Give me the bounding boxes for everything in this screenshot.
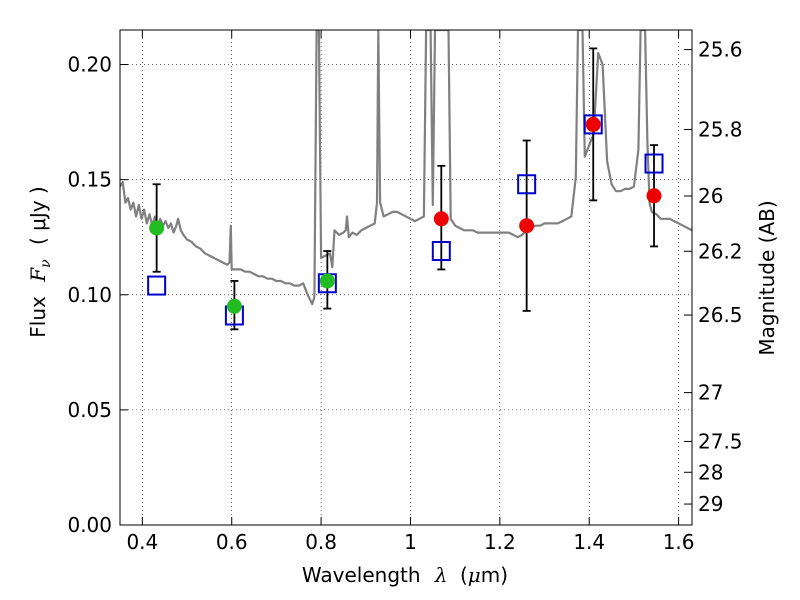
model-photometry-point-5 — [583, 114, 603, 135]
x-axis-label-unit-mu: μ — [468, 563, 481, 587]
y2-tick-label-2: 26 — [698, 184, 723, 208]
model-spectrum-group — [120, 30, 692, 306]
model-spectrum-line — [120, 30, 692, 306]
x-tick-label-0: 0.4 — [126, 530, 158, 554]
y-tick-label-0: 0.00 — [67, 513, 112, 537]
y-tick-label-2: 0.10 — [67, 283, 112, 307]
y-tick-label-4: 0.20 — [67, 53, 112, 77]
x-tick-label-2: 0.8 — [305, 530, 337, 554]
model-photometry-point-0 — [147, 275, 167, 296]
x-tick-label-5: 1.4 — [573, 530, 605, 554]
y2-tick-label-4: 26.5 — [698, 303, 743, 327]
y2-tick-label-3: 26.2 — [698, 239, 743, 263]
y2-axis-label: Magnitude (AB) — [755, 200, 779, 355]
x-axis-label-unit-open: ( — [460, 563, 468, 587]
optical-photometry-point-1 — [226, 298, 242, 314]
nir-photometry-point-1 — [519, 218, 535, 234]
optical-photometry-point-0 — [149, 220, 165, 236]
optical-photometry-point-2 — [319, 273, 335, 289]
x-tick-label-6: 1.6 — [663, 530, 695, 554]
y-axis-label-symbol: F — [26, 267, 50, 283]
x-axis-label-symbol: λ — [434, 563, 448, 587]
y2-tick-label-1: 25.8 — [698, 117, 743, 141]
y2-tick-label-0: 25.6 — [698, 38, 743, 62]
y2-axis-ticks: 25.6 25.8 26 26.2 26.5 27 27.5 28 29 — [684, 38, 743, 516]
x-axis-label-prefix: Wavelength — [302, 563, 421, 587]
y-axis-ticks: 0.00 0.05 0.10 0.15 0.20 — [67, 53, 128, 537]
x-tick-label-3: 1 — [404, 530, 417, 554]
model-photometry-point-3 — [431, 241, 451, 262]
model-photometry-point-4 — [517, 174, 537, 195]
x-axis-label-unit-rest: m) — [481, 563, 508, 587]
model-photometry-point-6 — [644, 153, 664, 174]
x-axis-ticks: 0.4 0.6 0.8 1 1.2 1.4 1.6 — [126, 30, 695, 554]
y2-tick-label-5: 27 — [698, 381, 723, 405]
markers-group — [147, 114, 664, 326]
y-tick-label-1: 0.05 — [67, 398, 112, 422]
y-axis-label-unit: ( μJy ) — [26, 186, 50, 245]
y2-tick-label-6: 27.5 — [698, 429, 743, 453]
y2-tick-label-7: 28 — [698, 460, 723, 484]
y-tick-label-3: 0.15 — [67, 168, 112, 192]
y-axis-label: Flux Fν ( μJy ) — [26, 186, 55, 337]
y-axis-label-prefix: Flux — [26, 296, 50, 338]
plot-frame — [119, 29, 693, 526]
x-tick-label-1: 0.6 — [216, 530, 248, 554]
y2-tick-label-8: 29 — [698, 492, 723, 516]
y-axis-label-sub: ν — [38, 259, 54, 268]
nir-photometry-point-3 — [646, 188, 662, 204]
nir-photometry-point-0 — [433, 211, 449, 227]
x-tick-label-4: 1.2 — [484, 530, 516, 554]
x-axis-label: Wavelength λ (μm) — [302, 563, 508, 587]
nir-photometry-point-2 — [585, 116, 601, 132]
